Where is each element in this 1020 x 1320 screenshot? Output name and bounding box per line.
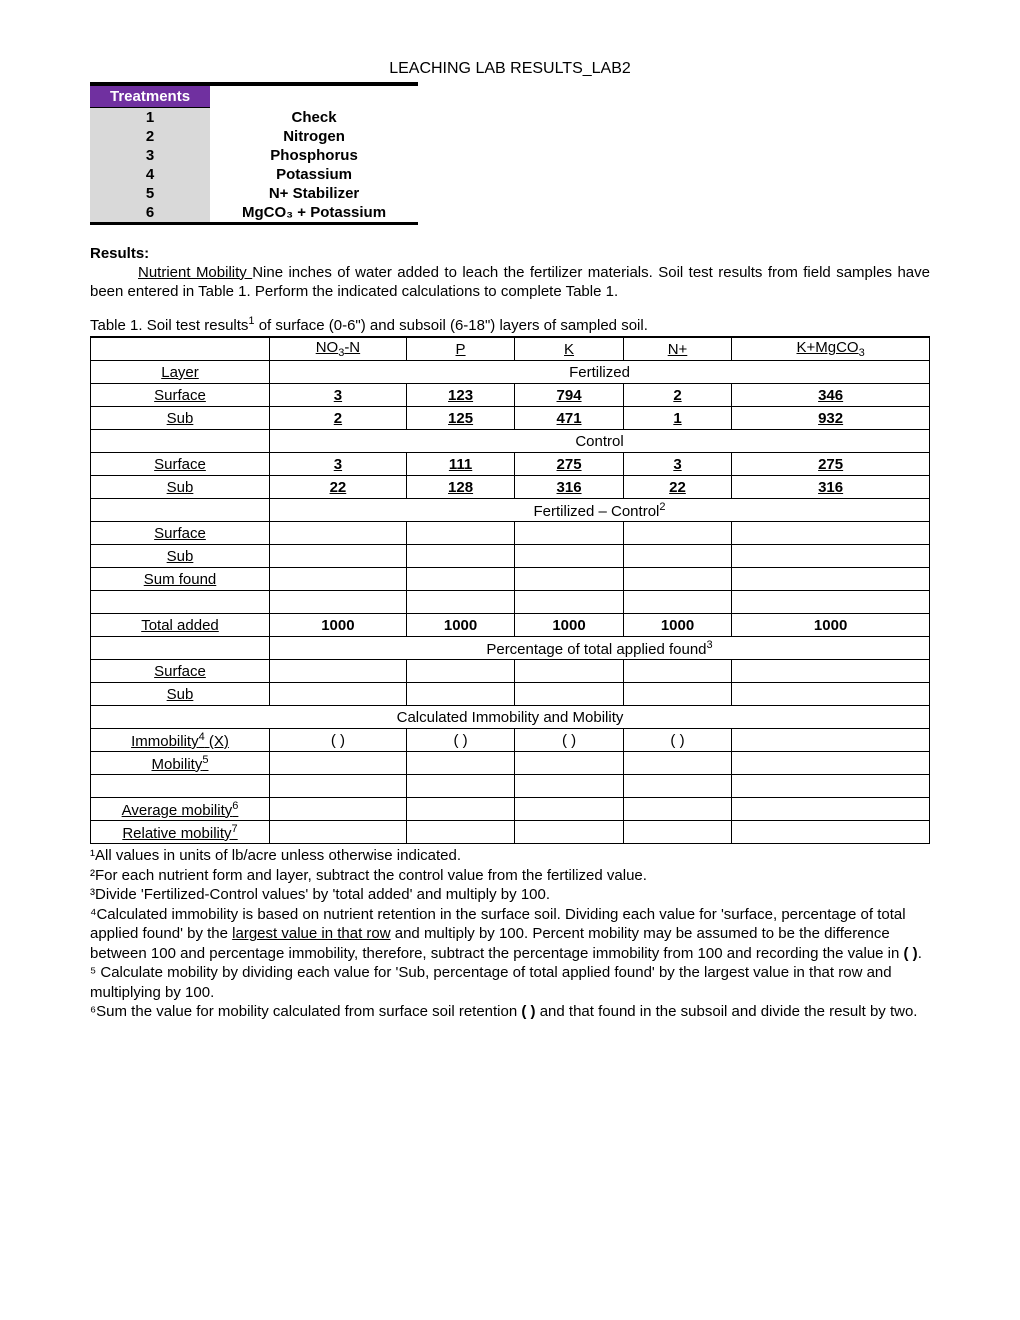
section-fertilized: Fertilized: [270, 361, 930, 384]
table-row: Sub 22 128 316 22 316: [91, 476, 930, 499]
row-label: Surface: [91, 453, 270, 476]
cell-value: 123: [406, 384, 514, 407]
page-title: LEACHING LAB RESULTS_LAB2: [90, 60, 930, 78]
footnote: ⁵ Calculate mobility by dividing each va…: [90, 963, 930, 1002]
paren-cell: ( ): [623, 729, 731, 752]
results-head: Results:: [90, 245, 149, 262]
cell-value: 2: [623, 384, 731, 407]
treatment-num: 5: [90, 184, 210, 203]
footnote: ²For each nutrient form and layer, subtr…: [90, 866, 930, 886]
treatments-table: Treatments 1Check 2Nitrogen 3Phosphorus …: [90, 82, 418, 225]
row-label: Sub: [91, 545, 270, 568]
table-row: Surface 3 123 794 2 346: [91, 384, 930, 407]
cell-value: 3: [270, 384, 407, 407]
row-label: Relative mobility7: [91, 821, 270, 844]
treatment-label: Potassium: [210, 165, 418, 184]
cell-value: 22: [270, 476, 407, 499]
footnote: ¹All values in units of lb/acre unless o…: [90, 846, 930, 866]
treatment-label: Phosphorus: [210, 146, 418, 165]
cell-value: 3: [623, 453, 731, 476]
treatment-num: 6: [90, 203, 210, 224]
col-p: P: [406, 337, 514, 361]
row-label: Sub: [91, 407, 270, 430]
footnote: ⁴Calculated immobility is based on nutri…: [90, 905, 930, 964]
section-control: Control: [270, 430, 930, 453]
section-fc: Fertilized – Control2: [270, 499, 930, 522]
table-row: Sub 2 125 471 1 932: [91, 407, 930, 430]
cell-value: 2: [270, 407, 407, 430]
cell-value: 1000: [732, 614, 930, 637]
cell-value: 794: [515, 384, 623, 407]
caption-pre: Table 1. Soil test results: [90, 317, 248, 334]
table-row: Total added 1000 1000 1000 1000 1000: [91, 614, 930, 637]
treatment-num: 1: [90, 108, 210, 128]
section-calc: Calculated Immobility and Mobility: [91, 706, 930, 729]
treatments-header: Treatments: [90, 84, 210, 108]
row-label: Sub: [91, 476, 270, 499]
row-label: Surface: [91, 660, 270, 683]
results-table: NO3-N P K N+ K+MgCO3 Layer Fertilized Su…: [90, 336, 930, 844]
row-label: Total added: [91, 614, 270, 637]
row-label: Average mobility6: [91, 798, 270, 821]
row-label: Surface: [91, 522, 270, 545]
cell-value: 1000: [270, 614, 407, 637]
cell-value: 3: [270, 453, 407, 476]
col-nplus: N+: [623, 337, 731, 361]
row-label: Immobility4 (X): [91, 729, 270, 752]
cell-value: 316: [515, 476, 623, 499]
cell-value: 1000: [515, 614, 623, 637]
cell-value: 1000: [623, 614, 731, 637]
table-caption: Table 1. Soil test results1 of surface (…: [90, 315, 930, 334]
col-no3: NO3-N: [270, 337, 407, 361]
row-label: Sum found: [91, 568, 270, 591]
results-paragraph: Results: Nutrient Mobility Nine inches o…: [90, 245, 930, 301]
cell-value: 111: [406, 453, 514, 476]
table-row: Surface 3 111 275 3 275: [91, 453, 930, 476]
paren-cell: ( ): [270, 729, 407, 752]
row-label: Mobility5: [91, 752, 270, 775]
section-pct: Percentage of total applied found3: [270, 637, 930, 660]
cell-value: 22: [623, 476, 731, 499]
cell-value: 275: [515, 453, 623, 476]
treatment-label: MgCO₃ + Potassium: [210, 203, 418, 224]
treatment-num: 4: [90, 165, 210, 184]
footnote: ⁶Sum the value for mobility calculated f…: [90, 1002, 930, 1022]
treatment-label: Nitrogen: [210, 127, 418, 146]
cell-value: 316: [732, 476, 930, 499]
col-k: K: [515, 337, 623, 361]
cell-value: 128: [406, 476, 514, 499]
cell-value: 346: [732, 384, 930, 407]
col-kmg: K+MgCO3: [732, 337, 930, 361]
layer-label: Layer: [91, 361, 270, 384]
cell-value: 125: [406, 407, 514, 430]
footnote: ³Divide 'Fertilized-Control values' by '…: [90, 885, 930, 905]
treatment-num: 3: [90, 146, 210, 165]
treatment-num: 2: [90, 127, 210, 146]
treatment-label: Check: [210, 108, 418, 128]
paren-cell: ( ): [406, 729, 514, 752]
footnotes: ¹All values in units of lb/acre unless o…: [90, 846, 930, 1022]
cell-value: 275: [732, 453, 930, 476]
cell-value: 932: [732, 407, 930, 430]
row-label: Surface: [91, 384, 270, 407]
nutrient-mobility-label: Nutrient Mobility: [138, 264, 252, 281]
cell-value: 1000: [406, 614, 514, 637]
caption-post: of surface (0-6") and subsoil (6-18") la…: [255, 317, 648, 334]
treatment-label: N+ Stabilizer: [210, 184, 418, 203]
row-label: Sub: [91, 683, 270, 706]
cell-value: 471: [515, 407, 623, 430]
paren-cell: ( ): [515, 729, 623, 752]
cell-value: 1: [623, 407, 731, 430]
